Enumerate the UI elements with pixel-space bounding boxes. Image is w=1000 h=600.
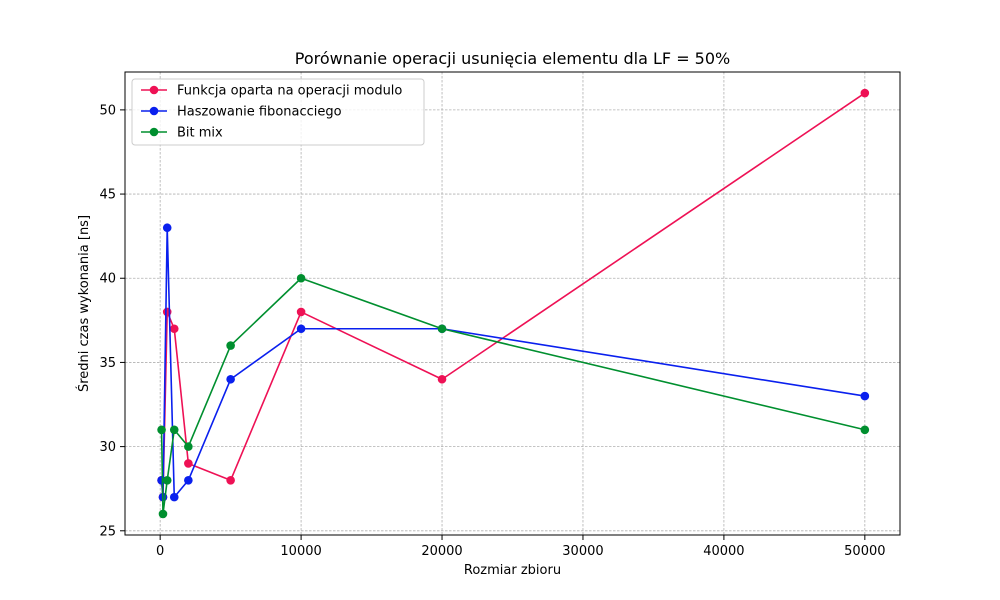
data-point (860, 425, 870, 435)
x-tick-label: 50000 (844, 544, 885, 559)
x-tick-label: 0 (156, 544, 164, 559)
data-point (184, 475, 193, 485)
x-axis-label: Rozmiar zbioru (464, 563, 561, 578)
y-tick-label: 50 (99, 103, 116, 118)
legend-marker (149, 127, 159, 137)
x-tick-label: 20000 (421, 544, 462, 559)
legend-label: Funkcja oparta na operacji modulo (177, 84, 402, 99)
y-tick-label: 25 (99, 524, 116, 539)
data-point (860, 391, 870, 401)
x-tick-label: 40000 (703, 544, 744, 559)
legend-marker (149, 85, 159, 95)
data-point (860, 88, 870, 98)
legend: Funkcja oparta na operacji modulo Haszowa… (131, 78, 425, 146)
legend-box (131, 78, 425, 146)
legend-items: Funkcja oparta na operacji modulo Haszowa… (141, 84, 402, 141)
data-point (226, 341, 235, 350)
data-point (296, 307, 306, 317)
x-tick-label: 30000 (562, 544, 603, 559)
legend-label: Haszowanie fibonacciego (177, 105, 342, 120)
legend-label: Bit mix (177, 126, 223, 141)
data-point (437, 324, 447, 334)
y-axis-label: Średni czas wykonania [ns] (76, 215, 92, 392)
data-point (226, 475, 235, 485)
data-point (162, 223, 172, 233)
series-3 (157, 273, 870, 519)
data-point (184, 459, 193, 468)
plot-area-frame (124, 71, 901, 536)
chart-title: Porównanie operacji usunięcia elementu d… (295, 49, 731, 68)
series-layer (157, 88, 870, 519)
data-point (169, 324, 179, 334)
y-tick-label: 40 (99, 272, 116, 287)
data-point (226, 374, 235, 384)
data-point (157, 425, 166, 435)
data-point (169, 492, 179, 502)
y-tick-label: 45 (99, 188, 116, 203)
axis-ticks: 0 10000 20000 30000 40000 50000 25 30 35 40 45 50 (99, 103, 885, 559)
legend-marker (149, 106, 159, 116)
data-point (158, 509, 168, 519)
y-tick-label: 35 (99, 356, 116, 371)
data-point (296, 324, 306, 334)
y-tick-label: 30 (99, 440, 116, 455)
data-point (296, 273, 306, 283)
data-point (169, 425, 179, 435)
data-point (184, 442, 193, 451)
data-point (437, 374, 447, 384)
data-point (162, 475, 172, 485)
x-tick-label: 10000 (280, 544, 321, 559)
